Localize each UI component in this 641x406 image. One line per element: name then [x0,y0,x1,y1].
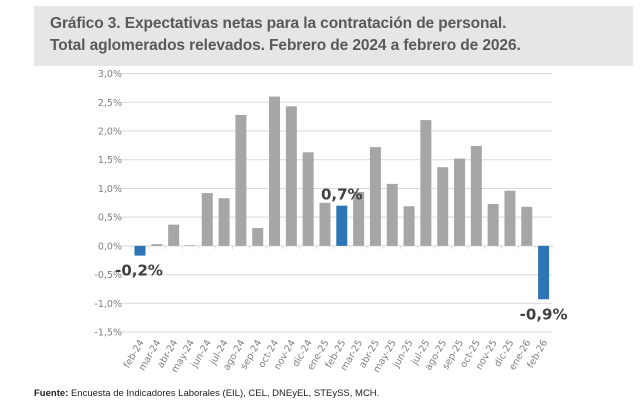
bar-mar-24 [151,244,163,246]
y-tick-label: -0,5% [94,270,122,281]
bar-ene-26 [521,206,533,246]
bar-may-24 [184,245,196,246]
bar-jul-24 [218,198,230,246]
y-tick-label: -1,5% [94,328,122,339]
data-labels: -0,2% 0,7% -0,9% [115,186,567,324]
bar-jun-24 [201,193,213,246]
source-text: Encuesta de Indicadores Laborales (EIL),… [68,388,380,399]
y-tick-label: 3,0% [98,69,122,80]
bar-nov-25 [487,203,499,246]
y-tick-label: 1,0% [98,184,122,195]
y-tick-label: 1,5% [98,155,122,166]
bar-feb-25 [336,205,348,246]
chart-title-line-1: Gráfico 3. Expectativas netas para la co… [50,15,507,32]
chart-title-line-2: Total aglomerados relevados. Febrero de … [50,37,521,54]
bar-sep-25 [454,158,466,246]
bar-jun-25 [403,206,415,246]
bar-oct-25 [470,145,482,246]
bar-nov-24 [285,106,297,246]
bar-ene-25 [319,202,331,246]
bar-sep-24 [252,228,264,246]
y-tick-label: 2,5% [98,98,122,109]
y-tick-label: -1,0% [94,299,122,310]
y-tick-label: 0,5% [98,213,122,224]
bar-feb-26 [538,245,550,300]
data-label-feb-26: -0,9% [520,305,568,323]
bar-dic-24 [302,152,314,246]
bar-mar-25 [353,191,365,246]
bar-may-25 [386,183,398,246]
y-tick-label: 2,0% [98,127,122,138]
x-axis-tick-labels: feb-24mar-24abr-24may-24jun-24jul-24ago-… [122,338,550,375]
chart-title-box: Gráfico 3. Expectativas netas para la co… [34,6,633,66]
y-tick-label: 0,0% [98,241,122,252]
bar-oct-24 [269,96,281,246]
bar-feb-24 [134,245,146,256]
y-axis-tick-labels: 3,0% 2,5% 2,0% 1,5% 1,0% 0,5% 0,0% -0,5% -1,0% -1… [94,69,122,338]
data-label-feb-25: 0,7% [321,186,363,204]
source-label: Fuente: [34,388,69,399]
bar-ago-24 [235,114,247,246]
data-label-feb-24: -0,2% [115,262,163,280]
bar-dic-25 [504,190,516,246]
bars [134,96,550,300]
bar-ago-25 [437,167,449,246]
bar-jul-25 [420,120,432,246]
bar-abr-25 [369,147,381,246]
source-note: Fuente: Encuesta de Indicadores Laborale… [34,388,379,399]
bar-abr-24 [168,224,180,246]
